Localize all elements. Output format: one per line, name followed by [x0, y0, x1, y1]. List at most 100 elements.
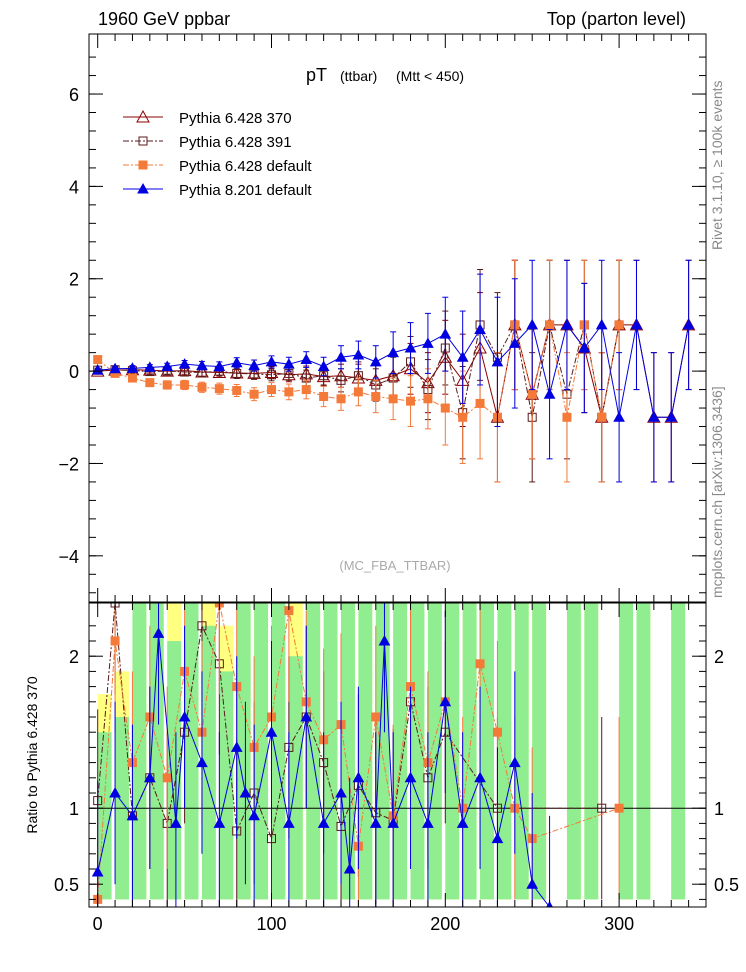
data-point [475, 398, 485, 408]
data-point [91, 364, 104, 375]
data-point [491, 355, 504, 367]
ratio-point [439, 695, 452, 707]
ratio-xtick-label: 300 [604, 914, 634, 934]
band-green [132, 603, 147, 900]
ratio-point [491, 832, 504, 844]
band-green [375, 603, 390, 900]
ratio-point [283, 817, 295, 828]
ratio-point [248, 809, 260, 821]
ratio-xtick-label: 200 [430, 914, 460, 934]
band-green [514, 603, 529, 900]
data-point [630, 318, 643, 330]
data-point [439, 328, 452, 339]
data-point [232, 386, 242, 396]
data-point [162, 380, 172, 390]
data-point [508, 337, 521, 348]
data-point [266, 385, 276, 395]
title-sub-ttbar: (ttbar) [340, 68, 377, 84]
main-ytick-label: 2 [69, 270, 79, 290]
band-green [532, 603, 547, 900]
ratio-point [197, 621, 207, 631]
ratio-point [266, 834, 276, 844]
legend-marker [138, 136, 148, 146]
ratio-ytick-label: 0.5 [54, 875, 79, 895]
legend-label: Pythia 8.201 default [179, 182, 312, 199]
ratio-point [371, 712, 381, 722]
data-point [561, 318, 573, 330]
main-ytick-label: 6 [69, 85, 79, 105]
data-point [197, 382, 207, 392]
ratio-point [162, 773, 172, 783]
main-title: pT (ttbar) (Mtt < 450) [306, 65, 464, 85]
ratio-point [196, 756, 208, 768]
data-point [127, 373, 137, 383]
ratio-point [369, 817, 382, 828]
mcplots-label: mcplots.cern.ch [arXiv:1306.3436] [709, 386, 725, 598]
band-green [271, 603, 286, 900]
data-point [562, 412, 572, 422]
main-ytick-label: 4 [69, 177, 79, 197]
band-green [410, 603, 425, 900]
data-point [335, 351, 347, 362]
ratio-point [352, 771, 365, 783]
legend-label: Pythia 6.428 default [179, 158, 312, 175]
ratio-point [492, 727, 502, 737]
data-point [213, 360, 226, 371]
data-point [353, 387, 363, 397]
data-point [265, 355, 278, 367]
ratio-ylabel: Ratio to Pythia 6.428 370 [24, 676, 40, 833]
main-plot-panel: −4 −2 0 2 4 6 pT (ttbar) (Mtt < 450) (MC_FBA_… [58, 33, 707, 603]
data-point [682, 318, 695, 330]
data-point [178, 358, 191, 369]
ratio-point [335, 786, 347, 798]
ratio-point [474, 771, 486, 783]
legend-label: Pythia 6.428 391 [179, 134, 292, 151]
ratio-point [91, 866, 104, 877]
ratio-point [265, 726, 278, 737]
legend-marker [137, 182, 149, 194]
ratio-point [300, 710, 313, 722]
ratio-frame [88, 602, 707, 908]
data-point [196, 359, 208, 371]
data-point [300, 353, 313, 365]
band-green [149, 603, 164, 900]
data-point [595, 318, 608, 330]
data-point [387, 346, 400, 358]
band-green [254, 603, 269, 900]
ratio-point [526, 878, 539, 889]
band-green [584, 603, 599, 900]
ratio-ytick-label-right: 1 [714, 799, 724, 819]
legend: Pythia 6.428 370 Pythia 6.428 391 Pythia 6… [123, 109, 312, 199]
data-point [161, 360, 174, 371]
ratio-point [143, 771, 156, 783]
band-green [236, 603, 251, 900]
legend-marker [136, 109, 150, 123]
band-green [184, 603, 199, 900]
legend-label: Pythia 6.428 370 [179, 110, 292, 127]
data-point [406, 396, 416, 406]
ratio-point [170, 817, 182, 828]
band-green [323, 603, 338, 900]
band-green [306, 603, 321, 900]
data-point [456, 351, 469, 362]
data-point [180, 380, 190, 390]
band-green [201, 625, 216, 900]
band-green [358, 603, 373, 900]
legend-marker [138, 160, 148, 170]
data-point [109, 362, 121, 374]
ratio-ytick-label: 1 [69, 799, 79, 819]
band-green [167, 641, 182, 900]
band-green [462, 603, 477, 900]
band-green [619, 603, 634, 900]
ratio-point [456, 817, 469, 828]
ratio-ytick-label-right: 2 [714, 647, 724, 667]
main-ytick-label: −4 [58, 547, 79, 567]
title-main: pT [306, 65, 327, 85]
header-left: 1960 GeV ppbar [98, 9, 230, 29]
data-point [126, 362, 139, 373]
ratio-point [317, 817, 330, 828]
data-point [284, 387, 294, 397]
data-point [578, 341, 591, 353]
data-point [388, 394, 398, 404]
